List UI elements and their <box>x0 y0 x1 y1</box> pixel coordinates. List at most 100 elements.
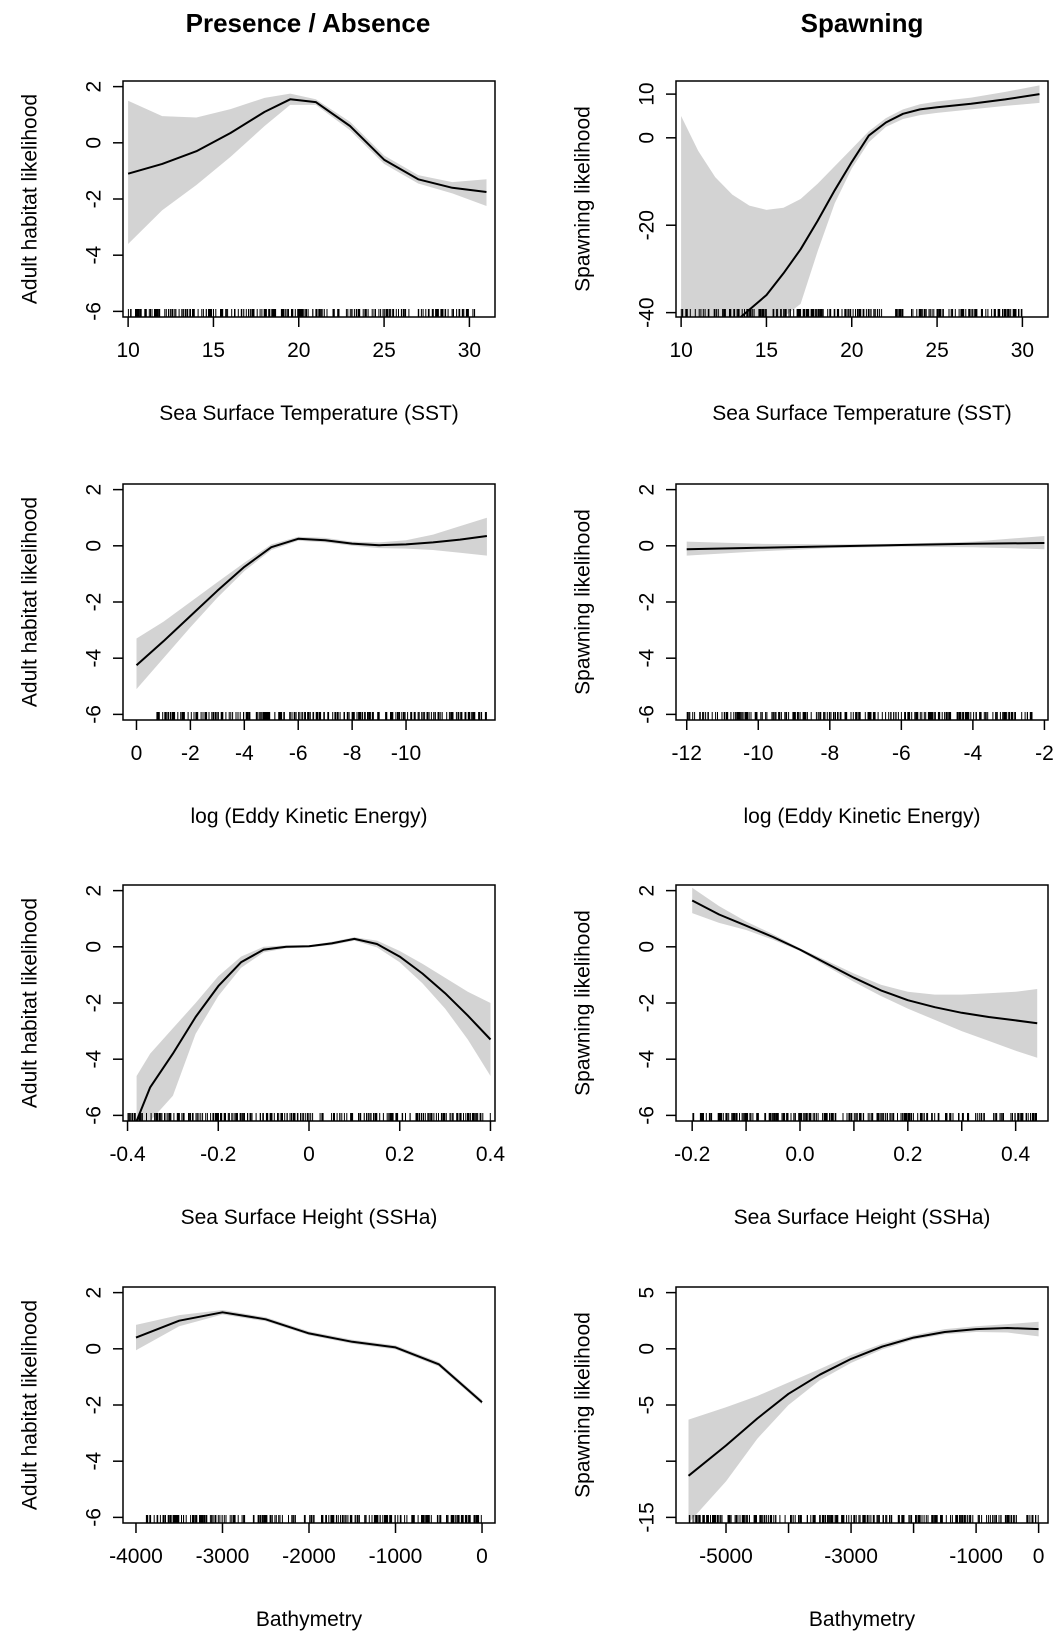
y-tick-label: -2 <box>83 593 106 612</box>
x-tick-label: -2000 <box>282 1545 336 1568</box>
panel-2: 0 -2 -4 -6 -8 -10 -6 -4 -2 0 2 log (Eddy Kinetic En… <box>19 483 496 828</box>
x-tick-label: 20 <box>840 339 863 362</box>
x-tick-label: -1000 <box>369 1545 423 1568</box>
x-tick-label: 25 <box>372 339 395 362</box>
x-tick-label: -4000 <box>109 1545 163 1568</box>
y-axis-label: Spawning likelihood <box>572 106 595 292</box>
y-tick-label: -40 <box>636 297 659 327</box>
y-tick-label: -20 <box>636 210 659 240</box>
y-tick-label: 0 <box>83 137 106 149</box>
panel-1: 10 15 20 25 30 -40 -20 0 10 Sea Surface Temperatu… <box>572 80 1049 425</box>
x-tick-label: -10 <box>391 742 421 765</box>
y-tick-label: -4 <box>636 1050 659 1069</box>
x-tick-label: -12 <box>672 742 702 765</box>
y-tick-label: -4 <box>83 1050 106 1069</box>
x-tick-label: -4 <box>964 742 983 765</box>
y-tick-label: -2 <box>83 190 106 209</box>
rug-marks <box>686 712 1033 720</box>
confidence-band <box>692 887 1038 1058</box>
plot-frame <box>122 80 496 318</box>
y-tick-label: -2 <box>636 994 659 1013</box>
y-tick-label: 2 <box>83 1287 106 1299</box>
x-tick-label: 10 <box>116 339 139 362</box>
x-tick-label: -3000 <box>196 1545 250 1568</box>
confidence-band <box>136 517 487 690</box>
rug-marks <box>688 1515 1039 1523</box>
y-axis-label: Spawning likelihood <box>572 910 595 1096</box>
rug-marks <box>145 1515 482 1523</box>
y-tick-label: -4 <box>636 649 659 668</box>
y-axis-label: Adult habitat likelihood <box>19 898 42 1108</box>
y-tick-label: 2 <box>636 885 659 897</box>
y-tick-label: -6 <box>83 1106 106 1125</box>
fitted-line <box>687 1327 1039 1477</box>
column-title-presence-absence: Presence / Absence <box>186 8 431 38</box>
x-tick-label: -3000 <box>824 1545 878 1568</box>
fitted-line <box>686 542 1045 551</box>
x-tick-label: -4 <box>235 742 254 765</box>
x-tick-label: -0.4 <box>109 1143 146 1166</box>
x-tick-label: 0.2 <box>893 1143 922 1166</box>
y-tick-label: -6 <box>636 705 659 724</box>
y-axis-label: Spawning likelihood <box>572 1312 595 1498</box>
panel-5: -0.2 0.0 0.2 0.4 -6 -4 -2 0 2 Sea Surface Height … <box>572 884 1049 1229</box>
x-tick-label: 10 <box>669 339 692 362</box>
x-tick-label: 30 <box>458 339 481 362</box>
x-tick-label: 0 <box>303 1143 315 1166</box>
x-axis-label: log (Eddy Kinetic Energy) <box>744 805 981 828</box>
x-tick-label: 25 <box>925 339 948 362</box>
y-tick-label: -2 <box>83 994 106 1013</box>
y-tick-label: 0 <box>83 540 106 552</box>
y-tick-label: 0 <box>636 132 659 144</box>
x-tick-label: 0.4 <box>476 1143 506 1166</box>
y-axis-label: Adult habitat likelihood <box>19 94 42 304</box>
plot-frame <box>675 80 1049 318</box>
panel-0: 10 15 20 25 30 -6 -4 -2 0 2 Sea Surface Temperatur… <box>19 80 496 425</box>
y-tick-label: -5 <box>636 1396 659 1415</box>
x-tick-label: 30 <box>1011 339 1034 362</box>
fitted-line <box>135 535 488 666</box>
rug-marks <box>692 1113 1037 1121</box>
y-tick-label: 0 <box>636 941 659 953</box>
x-tick-label: 20 <box>287 339 310 362</box>
confidence-band <box>136 937 491 1121</box>
plot-frame <box>122 483 496 721</box>
y-tick-label: 0 <box>636 1343 659 1355</box>
x-tick-label: 0.4 <box>1001 1143 1031 1166</box>
x-axis-label: Sea Surface Height (SSHa) <box>734 1206 991 1229</box>
y-tick-label: 2 <box>83 885 106 897</box>
x-tick-label: -0.2 <box>674 1143 710 1166</box>
y-tick-label: -2 <box>83 1396 106 1415</box>
fitted-line <box>691 899 1038 1025</box>
y-tick-label: 2 <box>636 484 659 496</box>
x-tick-label: -8 <box>343 742 362 765</box>
x-tick-label: 0 <box>1033 1545 1045 1568</box>
y-tick-label: -6 <box>636 1106 659 1125</box>
panel-3: -12 -10 -8 -6 -4 -2 -6 -4 -2 0 2 log (Eddy Kinetic … <box>572 483 1054 828</box>
y-axis-label: Adult habitat likelihood <box>19 1300 42 1510</box>
y-tick-label: -6 <box>83 302 106 321</box>
rug-marks <box>127 309 476 317</box>
y-tick-label: 5 <box>636 1287 659 1299</box>
x-tick-label: -10 <box>743 742 773 765</box>
rug-marks <box>680 309 1023 317</box>
fitted-line <box>127 98 487 193</box>
x-tick-label: -2 <box>1035 742 1054 765</box>
y-tick-label: -4 <box>83 1452 106 1471</box>
confidence-band <box>136 1310 482 1405</box>
x-tick-label: 0.2 <box>385 1143 414 1166</box>
x-tick-label: 0.0 <box>785 1143 814 1166</box>
column-title-spawning: Spawning <box>801 8 924 38</box>
y-tick-label: -6 <box>83 1508 106 1527</box>
x-axis-label: Sea Surface Temperature (SST) <box>159 402 459 425</box>
confidence-band <box>128 93 487 244</box>
x-axis-label: log (Eddy Kinetic Energy) <box>191 805 428 828</box>
rug-marks <box>156 712 487 720</box>
y-tick-label: 2 <box>83 484 106 496</box>
y-tick-label: -2 <box>636 593 659 612</box>
y-tick-label: 2 <box>83 81 106 93</box>
plot-frame <box>675 483 1049 721</box>
rug-marks <box>127 1113 491 1121</box>
confidence-band <box>681 85 1040 317</box>
